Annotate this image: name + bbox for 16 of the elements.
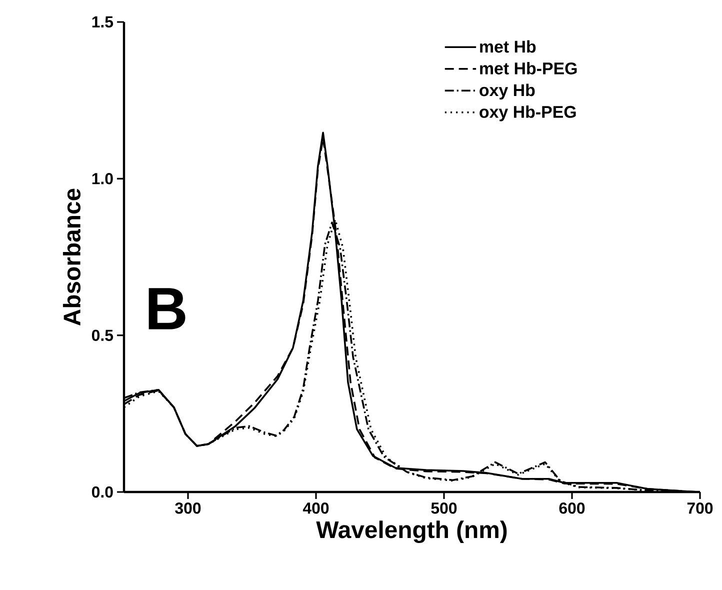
y-tick-label: 1.0 <box>92 173 113 184</box>
legend-label: met Hb-PEG <box>480 62 577 74</box>
y-tick-label: 1.5 <box>92 16 114 28</box>
x-tick-label: 500 <box>431 502 457 514</box>
y-tick-label: 0.0 <box>92 486 113 498</box>
legend-label: oxy Hb-PEG <box>480 105 576 122</box>
x-tick-label: 700 <box>687 502 713 514</box>
x-tick-label: 600 <box>559 502 585 514</box>
x-axis-title: Wavelength (nm) <box>316 520 507 544</box>
y-tick-label: 0.5 <box>92 330 114 341</box>
y-axis-title: Absorbance <box>62 188 81 326</box>
x-tick-label: 300 <box>175 502 201 514</box>
annotation: B <box>148 288 186 330</box>
x-tick-label: 400 <box>302 502 329 514</box>
legend-label: oxy Hb <box>480 84 535 100</box>
legend-label: met Hb <box>480 40 536 53</box>
